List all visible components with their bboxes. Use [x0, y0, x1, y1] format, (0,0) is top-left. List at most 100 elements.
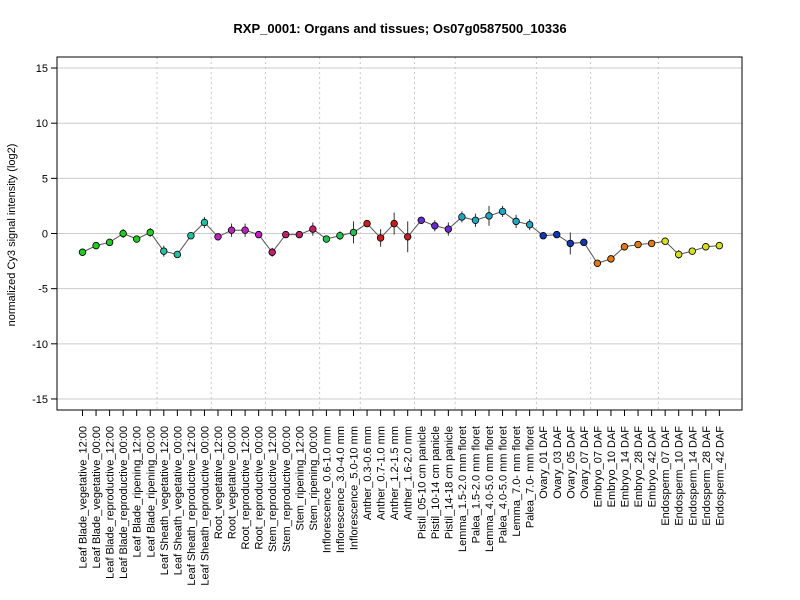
x-tick-label: Root_reproductive_00:00 [254, 426, 266, 550]
data-point [525, 220, 534, 229]
x-tick-label: Palea_7.0- mm floret [525, 426, 537, 528]
x-tick-label: Root_vegetative_00:00 [227, 426, 239, 539]
x-tick-label: Lemma_1.5-2.0 mm floret [457, 426, 469, 552]
x-tick-label: Palea_1.5-2.0 mm floret [470, 426, 482, 543]
x-tick-label: Leaf Sheath_vegetative_00:00 [172, 426, 184, 575]
data-point [282, 230, 290, 239]
x-tick-label: Inflorescence_0.6-1.0 mm [321, 426, 333, 553]
x-tick-label: Pistil_05-10 cm panicle [416, 426, 428, 539]
x-tick-label: Pistil_14-18 cm panicle [443, 426, 455, 539]
x-tick-label: Ovary_01 DAF [538, 426, 550, 499]
x-tick-label: Ovary_05 DAF [565, 426, 577, 499]
x-tick-label: Embryo_42 DAF [647, 426, 659, 508]
x-tick-label: Endosperm_28 DAF [701, 426, 713, 526]
x-axis: Leaf Blade_vegetative_12:00 Leaf Blade_ve… [78, 410, 726, 586]
data-point [105, 238, 114, 247]
data-point [254, 230, 263, 239]
y-tick-label: -15 [32, 394, 48, 406]
data-point [268, 248, 276, 256]
x-tick-label: Pistil_10-14 cm panicle [430, 426, 442, 539]
data-point [553, 230, 561, 239]
data-point [647, 239, 656, 248]
x-tick-label: Ovary_07 DAF [579, 426, 591, 499]
x-tick-label: Palea_4.0-5.0 mm floret [498, 426, 510, 543]
x-tick-label: Anther_1.2-1.5 mm [389, 426, 401, 520]
x-tick-label: Lemma_4.0-5.0 mm floret [484, 426, 496, 552]
data-point [661, 237, 669, 245]
x-tick-label: Embryo_07 DAF [592, 426, 604, 508]
x-tick-label: Leaf Blade_reproductive_00:00 [118, 426, 130, 579]
x-tick-label: Embryo_28 DAF [633, 426, 645, 508]
x-tick-label: Endosperm_14 DAF [687, 426, 699, 526]
data-point [566, 239, 574, 248]
x-tick-label: Leaf Sheath_vegetative_12:00 [159, 426, 171, 575]
x-tick-label: Stem_ripening_12:00 [294, 426, 306, 531]
y-tick-label: 15 [36, 63, 48, 75]
data-point [200, 218, 209, 227]
x-tick-label: Leaf Blade_ripening_12:00 [132, 426, 144, 558]
x-tick-label: Leaf Sheath_reproductive_00:00 [199, 426, 211, 586]
y-tick-label: 5 [42, 173, 48, 185]
y-axis: -15 -10 -5 0 5 10 15 [32, 63, 57, 406]
x-tick-label: Leaf Blade_reproductive_12:00 [105, 426, 117, 579]
x-tick-label: Anther_0.7-1.0 mm [376, 426, 388, 520]
y-tick-label: -5 [38, 284, 48, 296]
y-tick-label: -10 [32, 339, 48, 351]
x-tick-label: Stem_ripening_00:00 [308, 426, 320, 531]
x-tick-label: Embryo_14 DAF [620, 426, 632, 508]
data-point [390, 219, 398, 228]
data-point [376, 234, 385, 242]
data-point [336, 232, 344, 240]
x-tick-label: Stem_reproductive_12:00 [267, 426, 279, 552]
data-point [620, 243, 629, 251]
x-tick-label: Root_vegetative_12:00 [213, 426, 225, 539]
x-tick-label: Anther_0.3-0.6 mm [362, 426, 374, 520]
data-point [295, 230, 303, 239]
data-point [241, 226, 249, 234]
data-point [675, 250, 683, 259]
data-point [607, 255, 615, 263]
x-tick-label: Embryo_10 DAF [606, 426, 618, 508]
data-point [715, 241, 724, 250]
data-point [498, 207, 507, 216]
data-point-layer [78, 207, 724, 267]
x-tick-label: Inflorescence_5.0-10 mm [349, 426, 361, 550]
data-point [119, 229, 127, 238]
data-point [580, 238, 588, 247]
data-point [444, 225, 453, 233]
x-tick-label: Anther_1.6-2.0 mm [403, 426, 415, 520]
x-tick-label: Leaf Blade_vegetative_00:00 [91, 426, 103, 569]
data-point [634, 240, 642, 249]
data-point [78, 248, 87, 256]
x-tick-label: Endosperm_10 DAF [674, 426, 686, 526]
data-point [458, 213, 466, 221]
data-point [187, 232, 195, 240]
data-point [349, 228, 358, 237]
x-tick-label: Ovary_03 DAF [552, 426, 564, 499]
data-point [404, 233, 412, 241]
data-point [309, 225, 317, 233]
x-tick-label: Endosperm_42 DAF [714, 426, 726, 526]
x-tick-label: Leaf Blade_ripening_00:00 [145, 426, 157, 558]
x-tick-label: Root_reproductive_12:00 [240, 426, 252, 550]
data-point [702, 243, 710, 251]
data-point [146, 228, 154, 237]
x-tick-label: Lemma_7.0- mm floret [511, 426, 523, 537]
x-tick-label: Stem_reproductive_00:00 [281, 426, 293, 552]
data-point [417, 216, 425, 224]
y-tick-label: 0 [42, 229, 48, 241]
data-point [471, 216, 480, 224]
data-point [92, 241, 100, 250]
data-point [593, 259, 602, 267]
x-tick-label: Inflorescence_3.0-4.0 mm [335, 426, 347, 553]
data-point [132, 235, 141, 243]
chart-title: RXP_0001: Organs and tissues; Os07g05875… [233, 21, 566, 36]
data-point [227, 226, 236, 234]
data-point [160, 247, 168, 255]
data-point [539, 232, 547, 240]
x-tick-label: Leaf Blade_vegetative_12:00 [78, 426, 90, 569]
grid-layer [57, 57, 742, 410]
y-axis-label: normalized Cy3 signal intensity (log2) [6, 144, 18, 327]
data-point [363, 219, 371, 228]
